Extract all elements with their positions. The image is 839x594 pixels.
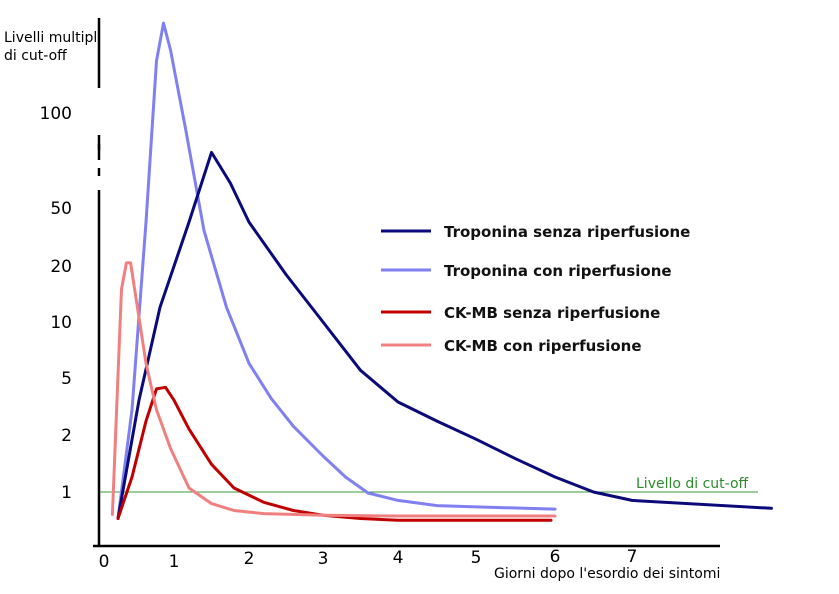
y-tick-label: 100 (40, 104, 72, 124)
series-line-1 (116, 150, 773, 520)
series-line-3 (116, 385, 553, 522)
series-line-2 (116, 21, 557, 520)
legend-label: Troponina con riperfusione (444, 262, 672, 280)
x-tick-label: 1 (169, 552, 180, 572)
x-tick-label: 0 (99, 552, 110, 572)
legend-label: Troponina senza riperfusione (444, 223, 690, 241)
y-tick-label: 10 (50, 313, 72, 333)
legend-label: CK-MB senza riperfusione (444, 304, 660, 322)
x-tick-label: 4 (393, 548, 404, 568)
cutoff-label: Livello di cut-off (636, 476, 749, 492)
x-tick-label: 2 (244, 549, 255, 569)
x-tick-label: 6 (550, 547, 561, 567)
x-tick-label: 7 (627, 547, 638, 567)
series-line-4 (110, 261, 557, 518)
y-tick-label: 5 (61, 369, 72, 389)
x-tick-label: 5 (471, 548, 482, 568)
y-tick-label: 50 (50, 199, 72, 219)
y-tick-label: 1 (61, 483, 72, 503)
y-tick-label: 2 (61, 426, 72, 446)
y-tick-label: 20 (50, 257, 72, 277)
legend: Troponina senza riperfusione Troponina c… (381, 223, 690, 355)
legend-label: CK-MB con riperfusione (444, 337, 642, 355)
x-tick-label: 3 (318, 549, 329, 569)
x-axis-title: Giorni dopo l'esordio dei sintomi (494, 566, 720, 582)
y-axis-title-line-1: Livelli multipli (4, 30, 101, 46)
y-axis-title-line-2: di cut-off (4, 48, 67, 64)
